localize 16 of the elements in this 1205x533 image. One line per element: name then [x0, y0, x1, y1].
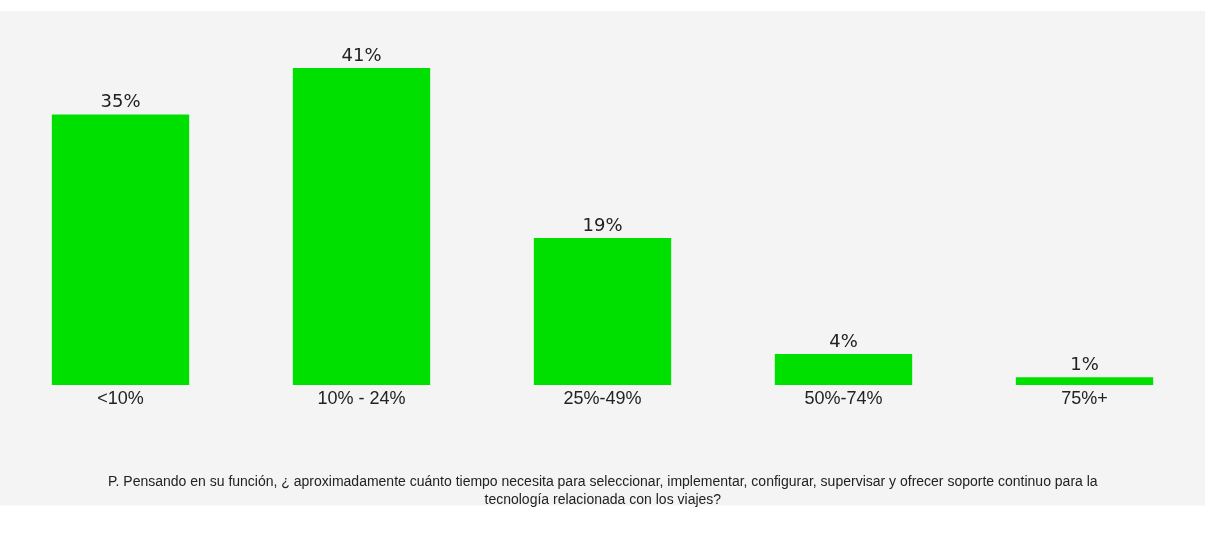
x-tick-label: 25%-49% — [563, 388, 642, 408]
x-tick-label: 50%-74% — [804, 388, 883, 408]
bar — [292, 68, 431, 385]
x-tick-label: <10% — [97, 388, 144, 408]
bar — [774, 354, 913, 385]
x-tick-label: 10% - 24% — [317, 388, 406, 408]
x-tick-label: 75%+ — [1061, 388, 1108, 408]
data-label: 41% — [341, 44, 382, 65]
bar — [51, 114, 190, 385]
bar — [1015, 377, 1154, 385]
text: P. Pensando en su función, ¿ aproximadamente cuánto tiempo necesita para seleccionar, implementar, configurar, supervisar y ofrecer soporte continuo para la tecnología relacionada con los viajes? — [108, 473, 1098, 508]
data-label: 1% — [1070, 353, 1099, 375]
bar — [533, 238, 672, 385]
data-label: 4% — [829, 330, 858, 352]
data-label: 35% — [100, 90, 141, 112]
data-label: 19% — [582, 214, 623, 236]
